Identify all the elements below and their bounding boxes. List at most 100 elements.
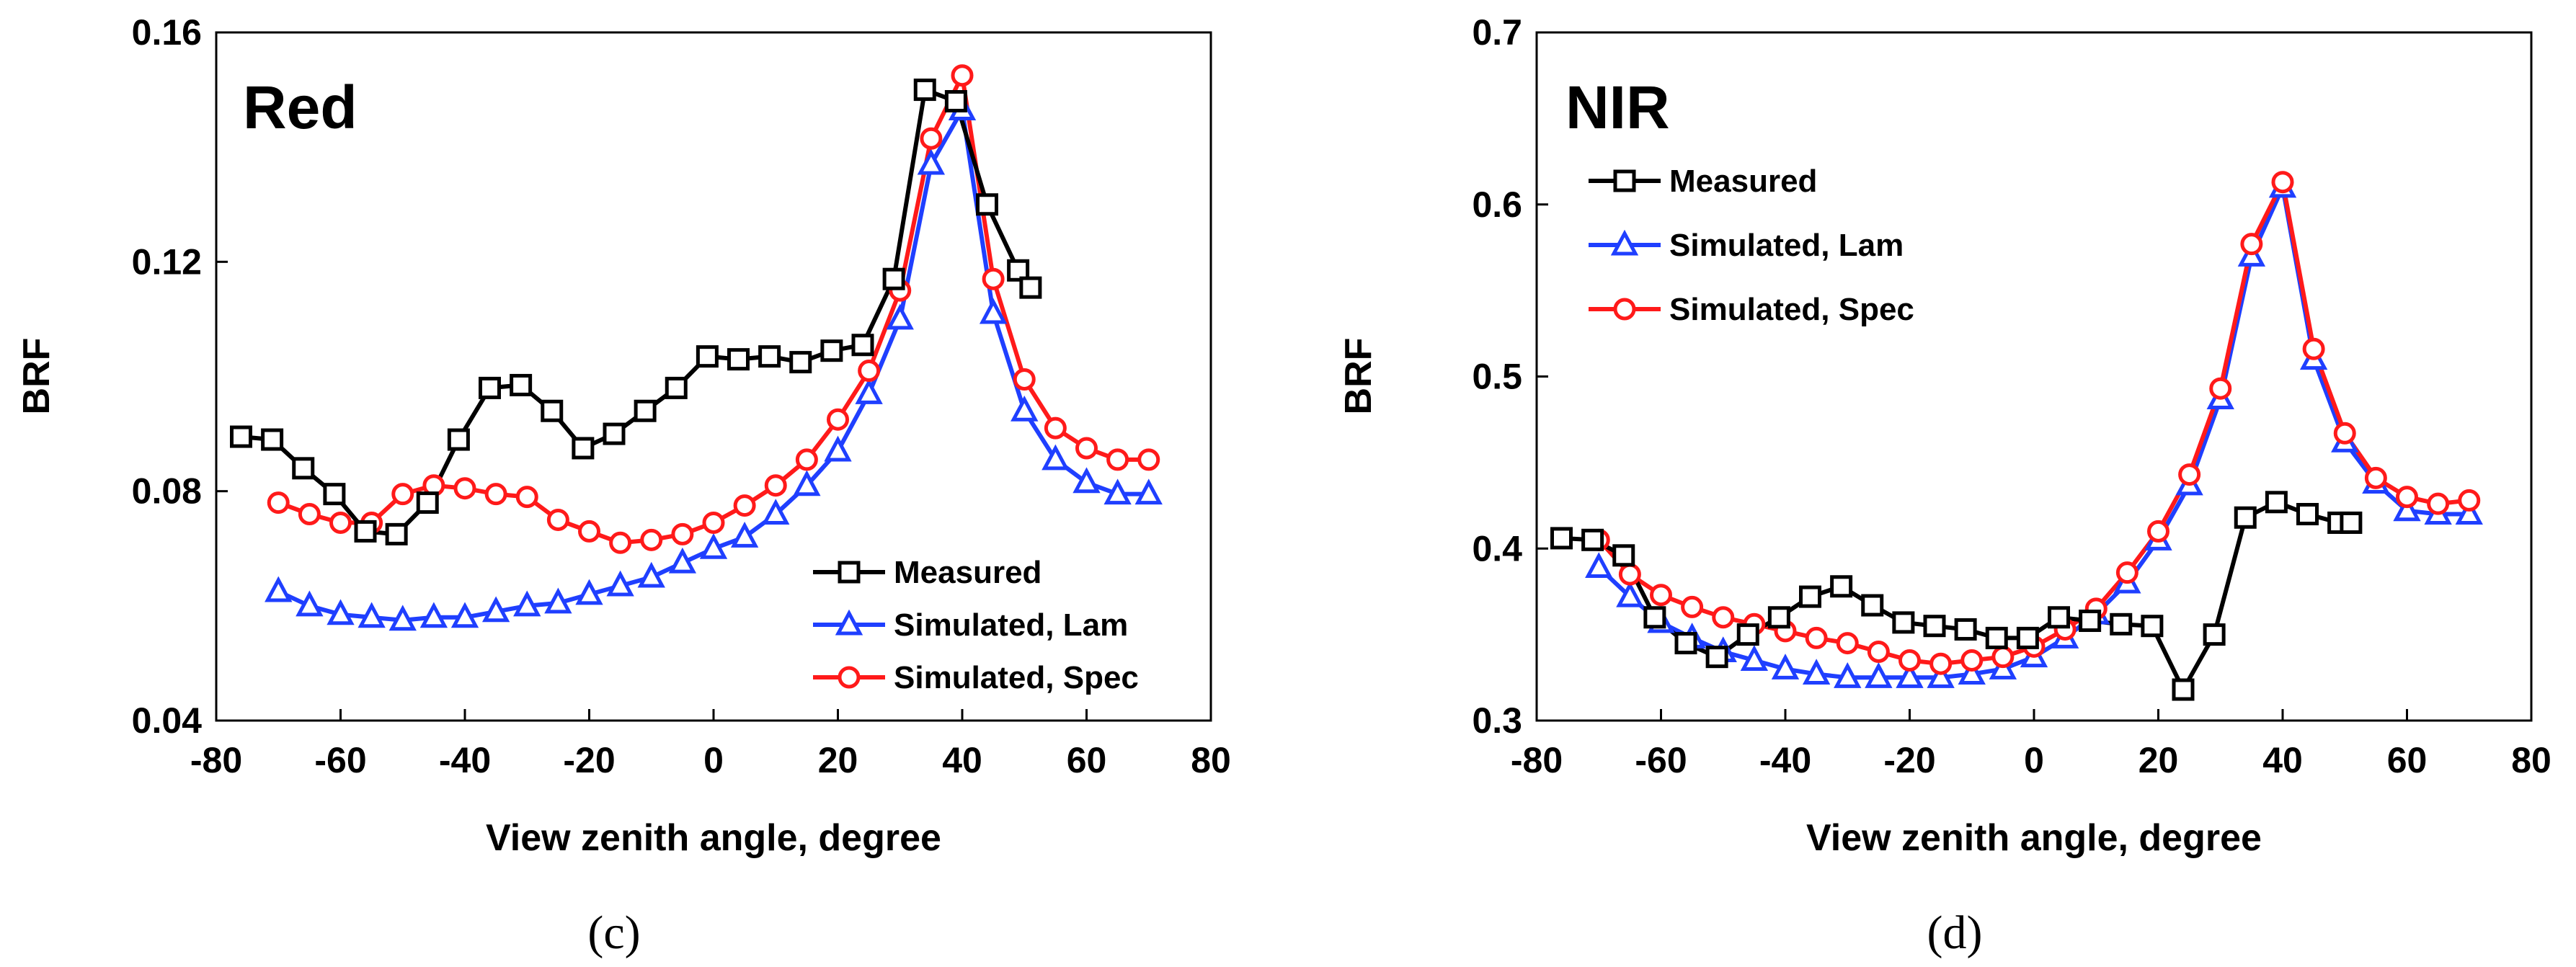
data-point-nir-0-9 [1830, 575, 1853, 598]
data-point-red-0-19 [820, 339, 843, 362]
data-point-nir-1-6 [1771, 654, 1800, 679]
data-point-red-1-20 [886, 303, 914, 330]
data-point-nir-1-11 [1927, 662, 1955, 688]
x-tick-label: 40 [942, 740, 982, 780]
data-point-red-0-0 [230, 425, 252, 448]
data-point-red-2-24 [1013, 367, 1036, 391]
data-point-nir-1-1 [1616, 581, 1644, 607]
data-point-red-1-11 [606, 570, 634, 597]
data-point-red-0-2 [292, 457, 315, 480]
data-point-red-1-0 [265, 576, 293, 602]
x-tick-label: -80 [1511, 740, 1563, 780]
data-point-nir-0-4 [1674, 632, 1697, 655]
data-point-red-1-10 [575, 579, 603, 605]
data-point-red-0-24 [976, 193, 998, 216]
data-point-red-0-11 [572, 437, 595, 460]
data-point-nir-1-10 [1896, 662, 1924, 688]
data-point-nir-2-27 [2427, 492, 2450, 515]
data-point-red-2-22 [951, 64, 974, 87]
data-point-red-0-22 [913, 79, 936, 102]
data-point-nir-2-24 [2333, 422, 2356, 445]
legend-label: Simulated, Spec [1669, 292, 1914, 327]
data-point-red-1-16 [762, 499, 790, 525]
data-point-red-1-25 [1041, 444, 1070, 471]
data-point-red-1-23 [979, 298, 1008, 324]
data-point-nir-1-9 [1865, 662, 1893, 688]
data-point-nir-2-17 [2115, 561, 2138, 584]
data-point-red-1-24 [1011, 395, 1039, 422]
data-point-nir-0-13 [1954, 618, 1977, 641]
y-tick-label: 0.6 [1472, 184, 1522, 225]
caption-d: (d) [1927, 906, 1983, 959]
data-point-nir-0-12 [1923, 615, 1946, 638]
data-point-red-2-18 [827, 408, 849, 431]
plot-area-red [215, 31, 1212, 722]
data-point-nir-2-25 [2364, 466, 2387, 489]
data-point-nir-2-11 [1929, 652, 1953, 675]
data-point-nir-0-18 [2110, 612, 2133, 636]
x-tick-label: -40 [1759, 740, 1811, 780]
data-point-nir-2-26 [2396, 486, 2418, 509]
data-point-nir-0-3 [1643, 606, 1666, 629]
x-tick-label: -40 [439, 740, 491, 780]
legend-label: Simulated, Spec [894, 660, 1139, 695]
data-point-red-2-12 [640, 528, 663, 551]
data-point-nir-2-3 [1681, 595, 1704, 618]
x-tick-label: 20 [818, 740, 858, 780]
data-point-red-1-14 [699, 532, 728, 559]
data-point-red-0-26 [1019, 276, 1042, 299]
data-point-nir-2-7 [1805, 626, 1828, 649]
data-point-red-0-17 [758, 345, 781, 368]
data-point-red-1-9 [544, 587, 572, 614]
x-tick-label: 40 [2262, 740, 2303, 780]
legend-red: Measured Simulated, Lam Simulated, Spec [813, 555, 1139, 695]
data-point-nir-1-12 [1958, 659, 1986, 685]
y-ticks-nir: 0.3 0.4 0.5 0.6 0.7 [1472, 12, 1548, 741]
chart-panel-nir: 0.3 0.4 0.5 0.6 0.7 -80 -60 -40 -20 0 20 40 60 80 NI… [1338, 12, 2551, 959]
data-point-red-2-10 [578, 520, 600, 543]
x-tick-label: 80 [1191, 740, 1231, 780]
data-point-red-2-4 [391, 483, 414, 506]
x-axis-title-nir: View zenith angle, degree [1806, 817, 2262, 859]
data-point-red-1-13 [668, 547, 697, 574]
data-point-nir-2-23 [2302, 337, 2325, 360]
data-point-nir-0-23 [2265, 491, 2288, 514]
legend-marker [1610, 229, 1639, 256]
data-point-nir-1-0 [1585, 552, 1613, 579]
data-point-nir-0-1 [1581, 528, 1604, 551]
data-point-nir-1-28 [2455, 499, 2483, 525]
y-tick-label: 0.3 [1472, 700, 1522, 741]
y-tick-label: 0.7 [1472, 12, 1522, 53]
x-tick-label: 60 [2387, 740, 2428, 780]
data-point-red-1-4 [388, 605, 417, 631]
x-ticks-red: -80 -60 -40 -20 0 20 40 60 80 [190, 709, 1231, 780]
legend-marker [1613, 298, 1636, 321]
data-point-nir-2-22 [2271, 171, 2294, 194]
x-tick-label: 80 [2511, 740, 2551, 780]
data-point-nir-2-4 [1712, 606, 1735, 629]
legend-label: Measured [1669, 164, 1817, 199]
data-point-red-1-27 [1103, 478, 1132, 505]
data-point-nir-0-0 [1550, 527, 1573, 550]
y-axis-title-red: BRF [16, 338, 58, 415]
data-point-red-2-1 [298, 503, 321, 525]
data-point-nir-2-12 [1960, 649, 1984, 672]
data-point-red-2-16 [764, 474, 787, 497]
data-point-red-1-17 [793, 470, 821, 496]
caption-c: (c) [587, 906, 640, 959]
data-point-nir-0-6 [1736, 623, 1759, 646]
x-axis-title-red: View zenith angle, degree [486, 817, 941, 859]
x-tick-label: -20 [563, 740, 615, 780]
data-point-red-0-9 [510, 373, 533, 396]
data-point-red-0-12 [603, 422, 626, 445]
data-point-nir-1-7 [1802, 659, 1831, 685]
data-point-red-2-25 [1044, 416, 1067, 440]
data-point-nir-2-19 [2178, 463, 2201, 486]
data-point-red-2-27 [1106, 448, 1129, 471]
legend-marker [1613, 169, 1636, 192]
data-point-red-1-2 [327, 599, 355, 625]
data-point-red-2-9 [546, 508, 569, 531]
data-point-red-2-15 [733, 494, 756, 517]
x-tick-label: 0 [2024, 740, 2044, 780]
